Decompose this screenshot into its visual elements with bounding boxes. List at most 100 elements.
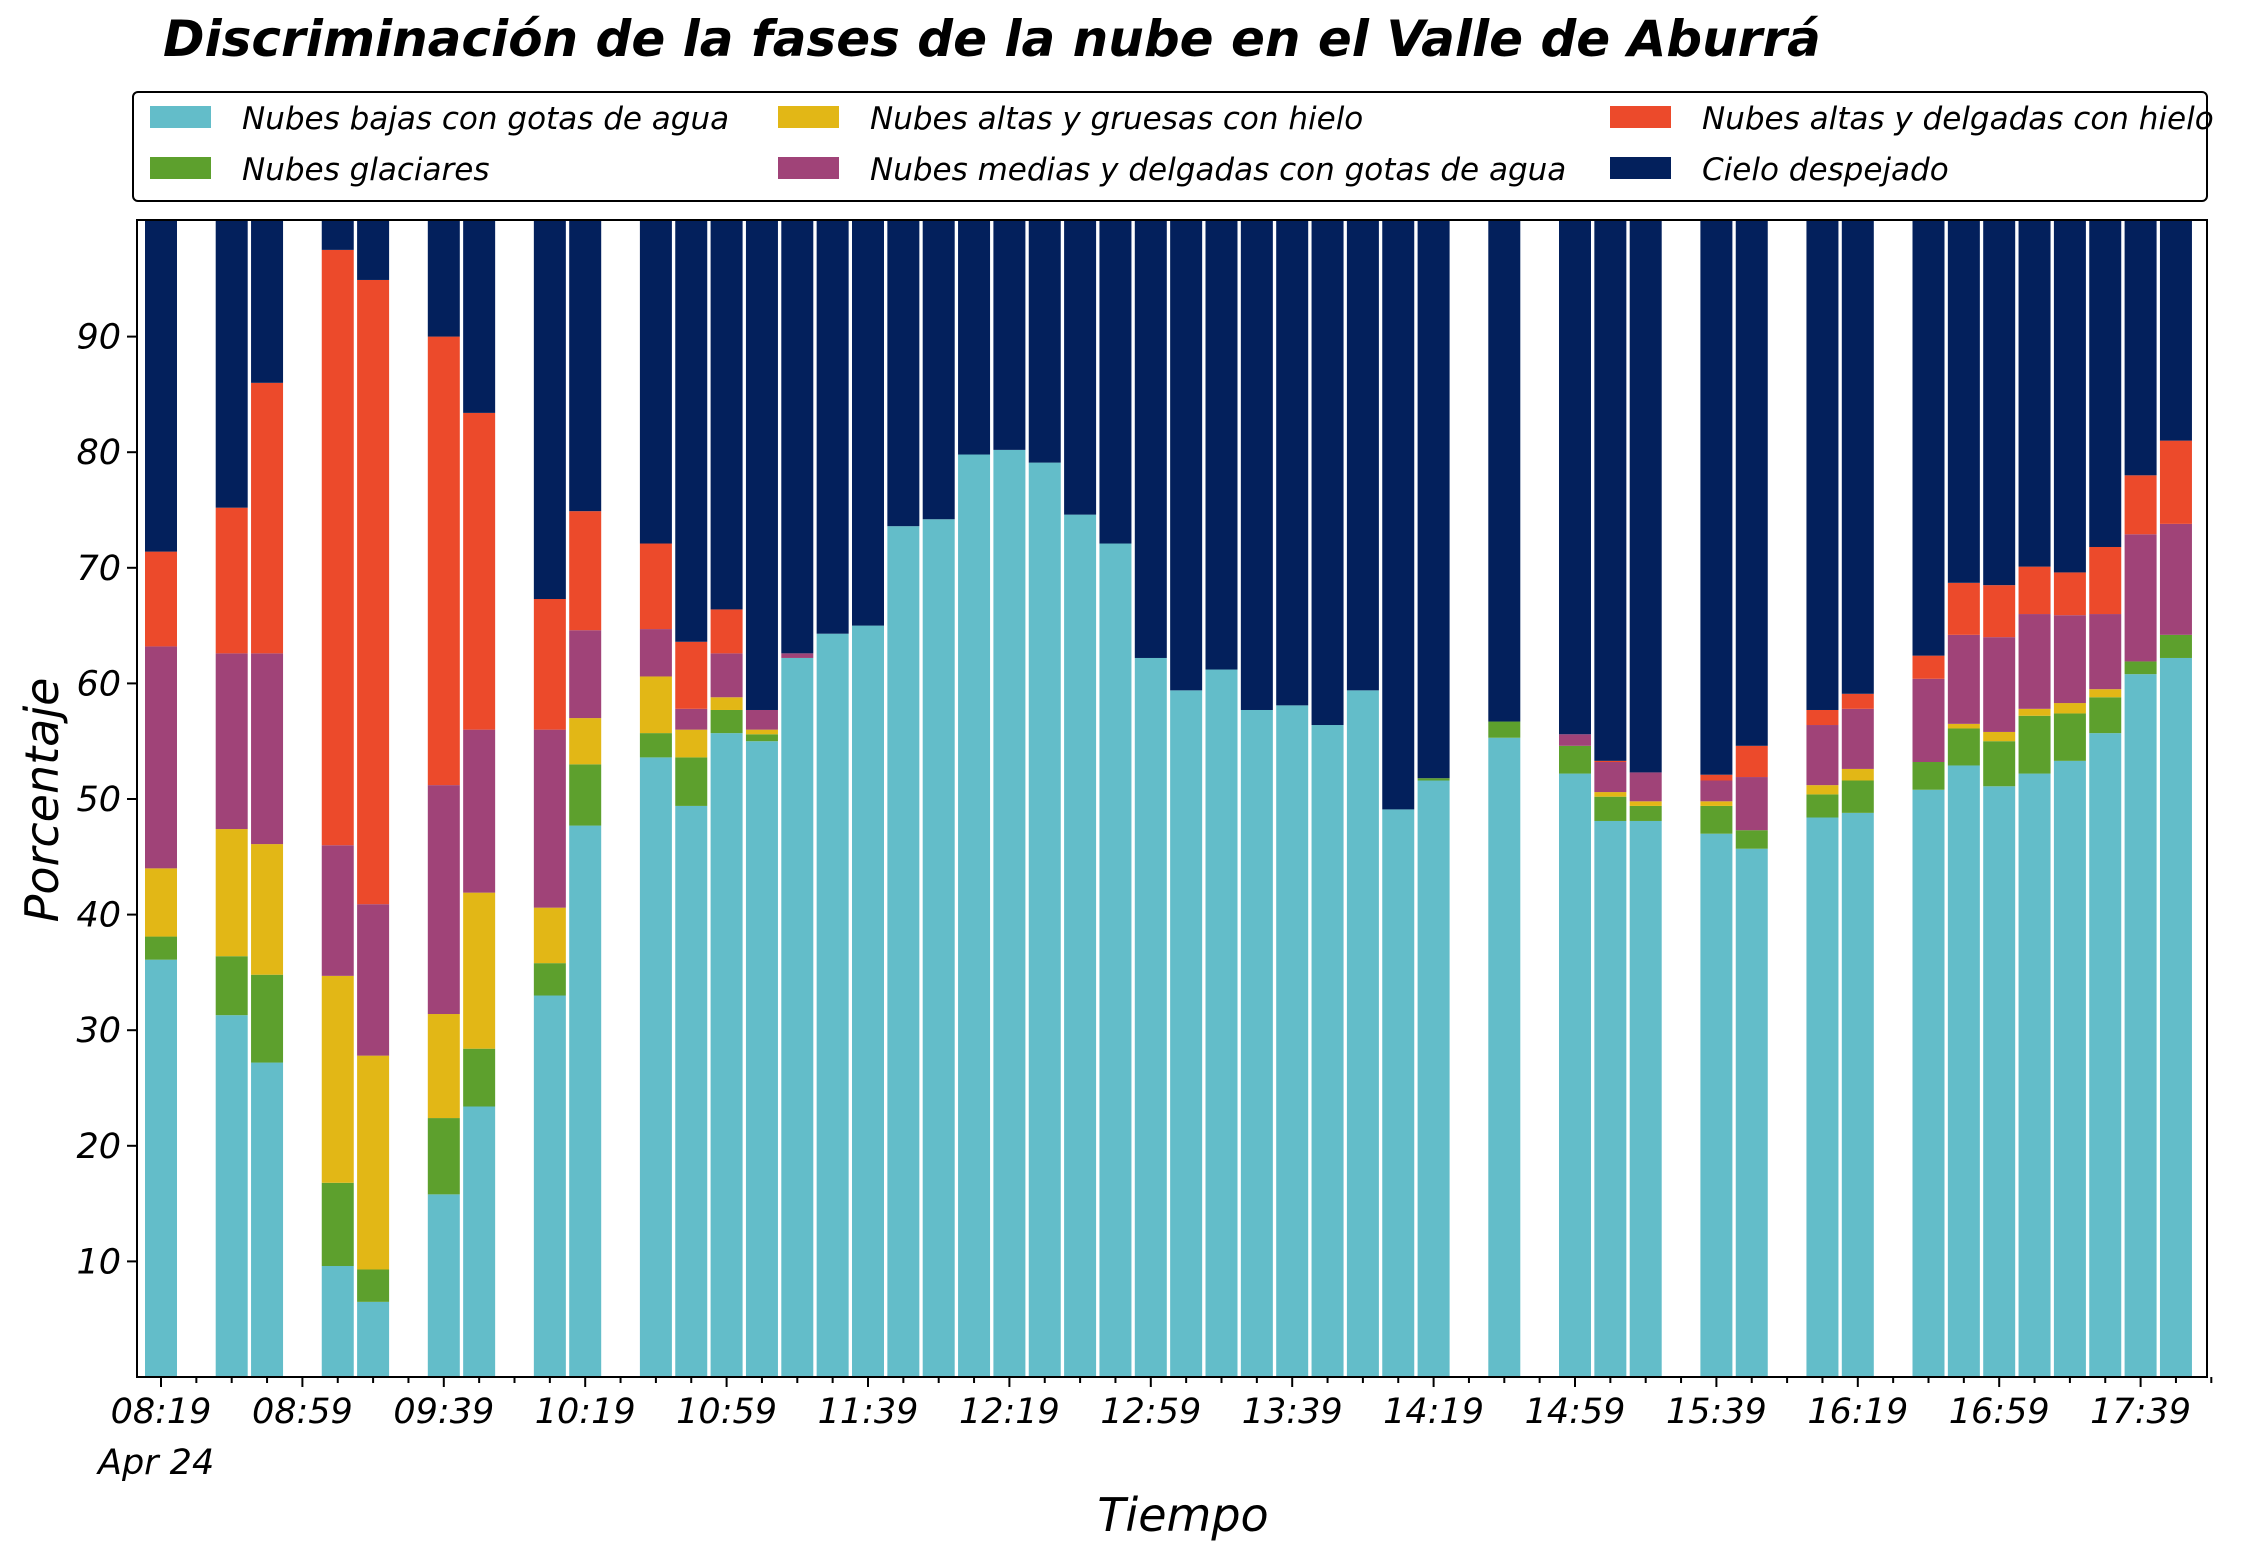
bar-segment [1947, 634, 1980, 724]
bar-segment [2053, 713, 2086, 761]
bar-segment [745, 221, 778, 710]
bar-segment [1346, 221, 1379, 691]
bar-segment [1382, 809, 1415, 1377]
bar-segment [2018, 614, 2051, 709]
bar-segment [321, 249, 354, 846]
bar-segment [321, 221, 354, 250]
bar-segment [533, 729, 566, 908]
bar-segment [427, 336, 460, 786]
y-axis-label: Porcentaje [15, 678, 69, 923]
bar-segment [887, 526, 920, 1377]
x-axis-label: Tiempo [1097, 1488, 1268, 1542]
bar-segment [427, 1118, 460, 1195]
bar-segment [1735, 745, 1768, 778]
bar-segment [215, 507, 248, 654]
legend-swatch [778, 157, 839, 179]
bar-segment [1912, 678, 1945, 763]
bar-segment [1205, 221, 1238, 670]
bar-segment [1276, 221, 1309, 706]
bar-segment [145, 959, 177, 1377]
bar-segment [1912, 221, 1945, 656]
x-tick-label: 10:19 [535, 1392, 636, 1432]
bar-segment [2159, 634, 2192, 658]
x-tick-label: 08:19 [111, 1392, 212, 1432]
bar-segment [1594, 762, 1627, 793]
bar-segment [639, 221, 672, 544]
y-tick-label: 50 [76, 780, 121, 820]
bar-segment [321, 1266, 354, 1377]
bar-segment [1700, 805, 1733, 834]
bar-segment [2089, 614, 2122, 690]
bar-segment [215, 829, 248, 957]
bar-segment [781, 221, 814, 654]
bar-segment [1629, 805, 1662, 821]
bar-segment [675, 805, 708, 1377]
bar-segment [2159, 523, 2192, 635]
y-axis: 10 20 30 40 50 60 70 80 90 [76, 318, 137, 1282]
bar-segment [1276, 705, 1309, 1377]
bar-segment [569, 511, 602, 631]
bar-segment [533, 221, 566, 600]
bar-segment [816, 221, 849, 634]
bar-segment [321, 845, 354, 976]
bar-segment [2018, 221, 2051, 567]
bar-segment [145, 646, 177, 869]
bar-segment [569, 764, 602, 826]
bar-segment [1841, 693, 1874, 709]
bar-segment [357, 1269, 390, 1302]
bar-segment [1841, 708, 1874, 769]
bar-segment [1594, 820, 1627, 1377]
bar-segment [1841, 780, 1874, 813]
bar-segment [1700, 780, 1733, 802]
y-tick-label: 40 [76, 896, 121, 936]
x-date-label: Apr 24 [96, 1443, 214, 1483]
bar-segment [745, 729, 778, 735]
bar-segment [887, 221, 920, 527]
bar-segment [993, 221, 1026, 450]
bar-segment [533, 963, 566, 996]
bar-segment [533, 907, 566, 964]
bar-segment [1947, 582, 1980, 635]
bar-segment [1240, 221, 1273, 710]
y-tick-label: 60 [76, 664, 121, 704]
bar-segment [463, 892, 496, 1049]
legend-swatch [150, 106, 211, 128]
bar-segment [145, 551, 177, 647]
bar-segment [215, 1015, 248, 1377]
bar-segment [2053, 572, 2086, 616]
bar-segment [745, 741, 778, 1377]
bar-segment [2124, 661, 2157, 675]
bar-segment [1064, 514, 1097, 1377]
bar-segment [2053, 221, 2086, 573]
bar-segment [1700, 774, 1733, 781]
bar-segment [357, 904, 390, 1056]
x-axis: 08:19 08:59 09:39 10:19 10:59 11:39 12:19 12:59… [111, 1377, 2213, 1432]
bar-segment [463, 1048, 496, 1107]
bar-segment [1134, 657, 1167, 1377]
bar-segment [251, 1062, 284, 1377]
x-tick-label: 09:39 [393, 1392, 494, 1432]
legend-label: Cielo despejado [1702, 152, 1949, 188]
bar-segment [710, 609, 743, 654]
bar-segment [427, 785, 460, 1015]
bar-segment [639, 757, 672, 1377]
bar-segment [1983, 637, 2016, 732]
y-tick-label: 20 [76, 1127, 121, 1167]
bar-segment [569, 825, 602, 1377]
bar-segment [1134, 221, 1167, 658]
x-tick-label: 11:39 [818, 1392, 919, 1432]
bar-segment [2018, 566, 2051, 615]
bar-segment [569, 718, 602, 765]
bar-segment [1311, 221, 1344, 726]
bar-segment [2089, 689, 2122, 698]
bar-segment [1488, 221, 1521, 722]
bar-segment [1806, 221, 1839, 710]
legend-swatch [1610, 157, 1671, 179]
bar-segment [1417, 221, 1450, 779]
bar-segment [1028, 221, 1061, 463]
bar-segment [1099, 543, 1132, 1377]
bar-segment [675, 708, 708, 730]
bar-segment [1559, 734, 1591, 746]
bar-segment [427, 221, 460, 337]
bar-segment [710, 697, 743, 710]
